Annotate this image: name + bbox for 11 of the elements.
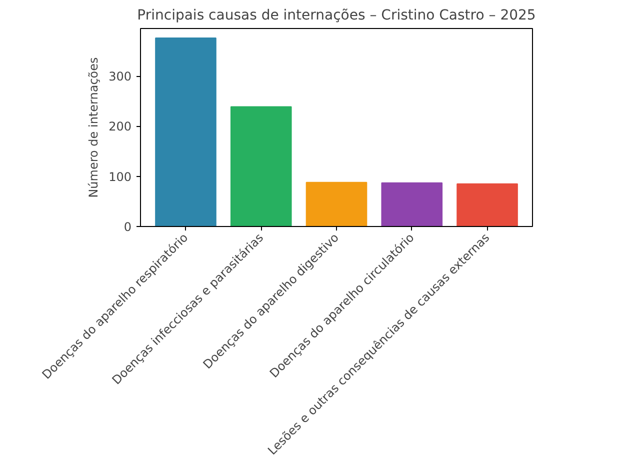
y-axis-title: Número de internações [86,57,101,198]
chart-title: Principais causas de internações – Cristino Castro – 2025 [137,8,536,24]
bar [306,182,368,226]
bar [381,182,443,226]
y-tick-label: 0 [124,220,132,234]
bar [155,38,216,226]
y-tick-label: 200 [108,120,132,134]
bar [230,106,292,226]
y-tick-label: 300 [108,70,132,84]
y-tick-label: 100 [108,170,132,184]
bar [456,183,518,226]
